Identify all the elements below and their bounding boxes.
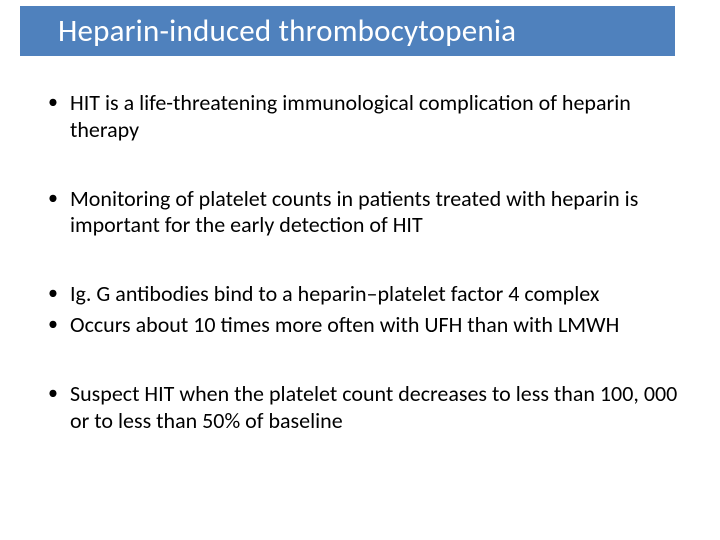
bullet-list: Monitoring of platelet counts in patient…	[40, 186, 680, 240]
bullet-item: Monitoring of platelet counts in patient…	[40, 186, 680, 240]
bullet-list: HIT is a life-threatening immunological …	[40, 90, 680, 144]
spacer	[40, 144, 680, 186]
slide: Heparin-induced thrombocytopenia HIT is …	[0, 0, 720, 540]
bullet-item: Ig. G antibodies bind to a heparin–plate…	[40, 281, 680, 308]
bullet-item: Suspect HIT when the platelet count decr…	[40, 381, 680, 435]
slide-title: Heparin-induced thrombocytopenia	[58, 12, 516, 50]
slide-body: HIT is a life-threatening immunological …	[40, 90, 680, 435]
bullet-item: HIT is a life-threatening immunological …	[40, 90, 680, 144]
spacer	[40, 239, 680, 281]
title-bar: Heparin-induced thrombocytopenia	[20, 6, 675, 56]
bullet-list: Suspect HIT when the platelet count decr…	[40, 381, 680, 435]
bullet-list: Ig. G antibodies bind to a heparin–plate…	[40, 281, 680, 339]
bullet-item: Occurs about 10 times more often with UF…	[40, 312, 680, 339]
spacer	[40, 339, 680, 381]
